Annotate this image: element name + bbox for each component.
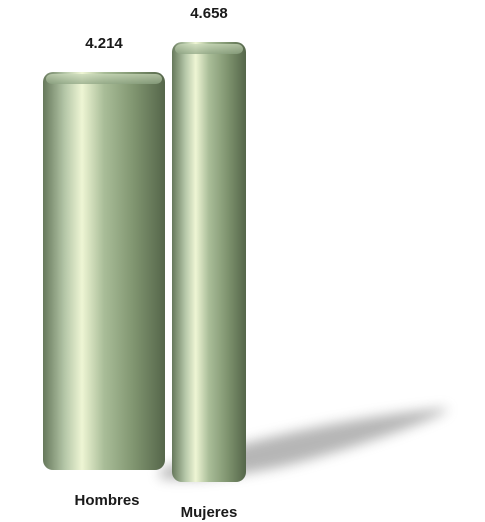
bar-top-bevel [175,44,243,54]
bar-top-bevel [46,73,162,84]
category-label-hombres: Hombres [74,492,139,509]
labels-group: 4.214 Hombres 4.658 Mujeres [74,5,237,521]
category-label-mujeres: Mujeres [181,504,238,521]
bar-body [172,42,246,482]
bar-mujeres [172,42,246,482]
data-label-hombres: 4.214 [85,35,123,52]
bar-body [43,71,165,471]
bar-hombres [43,71,165,471]
bars-group [43,42,246,482]
data-label-mujeres: 4.658 [190,5,228,22]
